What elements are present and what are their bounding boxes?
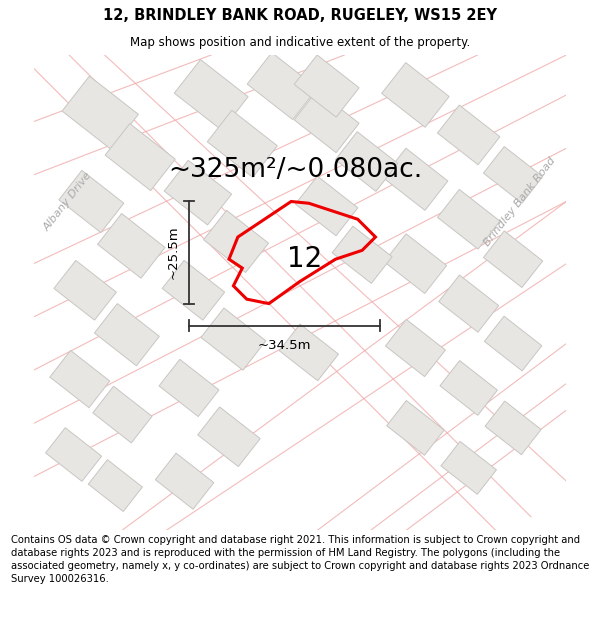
- Polygon shape: [440, 361, 497, 415]
- Polygon shape: [247, 52, 317, 119]
- Polygon shape: [94, 304, 160, 366]
- Polygon shape: [384, 234, 446, 294]
- Polygon shape: [279, 324, 338, 381]
- Polygon shape: [484, 231, 543, 288]
- Polygon shape: [201, 308, 266, 370]
- Polygon shape: [332, 226, 392, 283]
- Polygon shape: [198, 407, 260, 467]
- Polygon shape: [385, 319, 445, 377]
- Text: 12: 12: [287, 245, 322, 273]
- Polygon shape: [335, 132, 398, 191]
- Polygon shape: [441, 441, 496, 494]
- Polygon shape: [164, 160, 232, 225]
- Polygon shape: [294, 91, 359, 152]
- Polygon shape: [294, 55, 359, 117]
- Polygon shape: [437, 189, 500, 249]
- Polygon shape: [105, 124, 175, 191]
- Polygon shape: [59, 171, 124, 232]
- Polygon shape: [159, 359, 219, 416]
- Polygon shape: [439, 275, 499, 332]
- Polygon shape: [383, 148, 448, 211]
- Polygon shape: [382, 62, 449, 127]
- Text: 12, BRINDLEY BANK ROAD, RUGELEY, WS15 2EY: 12, BRINDLEY BANK ROAD, RUGELEY, WS15 2E…: [103, 8, 497, 23]
- Text: Contains OS data © Crown copyright and database right 2021. This information is : Contains OS data © Crown copyright and d…: [11, 535, 589, 584]
- Polygon shape: [484, 316, 542, 371]
- Polygon shape: [485, 401, 541, 455]
- Polygon shape: [295, 176, 358, 236]
- Polygon shape: [175, 59, 248, 131]
- Polygon shape: [437, 105, 500, 165]
- Polygon shape: [207, 110, 277, 178]
- Polygon shape: [88, 460, 142, 511]
- Polygon shape: [386, 401, 444, 455]
- Polygon shape: [162, 261, 224, 320]
- Text: ~34.5m: ~34.5m: [258, 339, 311, 352]
- Text: ~25.5m: ~25.5m: [167, 226, 179, 279]
- Polygon shape: [93, 386, 152, 443]
- Polygon shape: [46, 428, 101, 481]
- Text: Brindley Bank Road: Brindley Bank Road: [482, 155, 558, 248]
- Polygon shape: [484, 146, 543, 203]
- Polygon shape: [62, 76, 139, 149]
- Polygon shape: [98, 214, 165, 278]
- Text: Map shows position and indicative extent of the property.: Map shows position and indicative extent…: [130, 36, 470, 49]
- Polygon shape: [155, 453, 214, 509]
- Polygon shape: [203, 211, 269, 272]
- Polygon shape: [50, 351, 110, 408]
- Text: Albany Drive: Albany Drive: [41, 170, 94, 233]
- Text: ~325m²/~0.080ac.: ~325m²/~0.080ac.: [169, 158, 422, 183]
- Polygon shape: [54, 261, 116, 320]
